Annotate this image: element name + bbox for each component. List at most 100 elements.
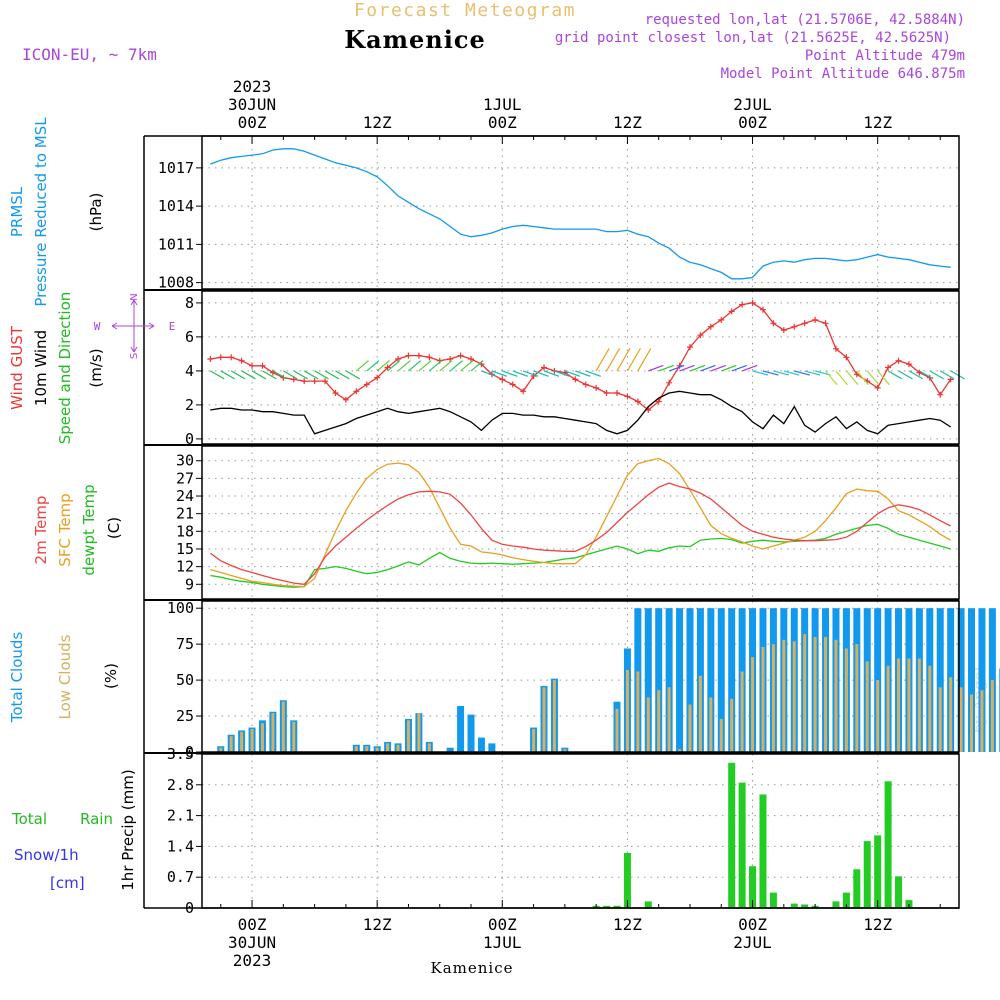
rain-bar [749, 866, 757, 908]
gust-marker [322, 378, 329, 385]
gust-marker [582, 381, 589, 388]
wind-direction-arrow [616, 348, 631, 372]
model-name: ICON-EU, ~ 7km [22, 45, 157, 64]
y-tick-label: 50 [176, 671, 194, 689]
top-tick-label: 00Z [488, 113, 517, 132]
temp-label: 2m Temp [32, 496, 50, 565]
y-tick-label: 1011 [158, 235, 194, 253]
wind-direction-arrow [335, 370, 350, 380]
low-cloud-bar [563, 749, 567, 752]
low-cloud-bar [417, 713, 421, 752]
wind-direction-arrow [887, 370, 903, 380]
gust-marker [613, 390, 620, 396]
low-cloud-bar [844, 648, 848, 752]
rain-bar [623, 853, 631, 908]
wind-direction-arrow [303, 370, 319, 380]
bottom-day2-label: 1JUL [483, 933, 522, 952]
wind-direction-arrow [491, 370, 508, 377]
gust-marker [395, 356, 402, 362]
low-cloud-bar [709, 697, 713, 752]
wind-direction-arrow [606, 348, 621, 372]
rain-bar [884, 781, 892, 908]
low-cloud-bar [761, 647, 765, 752]
total-cloud-bar [978, 608, 986, 752]
y-tick-label: 6 [185, 328, 194, 346]
low-cloud-bar [615, 708, 619, 752]
y-tick-label: 15 [176, 540, 194, 558]
bottom-tick-label: 12Z [863, 915, 892, 934]
low-cloud-bar [532, 728, 536, 752]
gust-marker [520, 388, 527, 395]
gust-marker [499, 376, 506, 383]
wind-direction-arrow [470, 360, 484, 372]
low-cloud-bar [365, 746, 369, 752]
low-cloud-bar [427, 743, 431, 752]
temp-2m-line [209, 482, 951, 585]
requested-coords: requested lon,lat (21.5706E, 42.5884N) [645, 12, 965, 28]
gust-marker [655, 398, 662, 405]
y-tick-label: 2 [185, 396, 194, 414]
wind-direction-arrow [794, 370, 810, 376]
gust-marker [228, 354, 235, 361]
snow-unit-label: [cm] [50, 874, 85, 892]
gust-marker [509, 381, 516, 388]
low-cloud-bar [688, 704, 692, 752]
rain-bar [895, 876, 903, 908]
total-cloud-bar [665, 608, 673, 752]
gust-marker [749, 299, 756, 306]
wind-dir-label: Speed and Direction [56, 292, 74, 445]
total-cloud-bar [957, 608, 965, 752]
gust-marker [249, 362, 256, 369]
gust-marker [238, 357, 245, 364]
wind-direction-arrow [220, 370, 235, 380]
wind-direction-arrow [648, 364, 664, 372]
total-cloud-bar [467, 714, 475, 752]
y-tick-label: 21 [176, 505, 194, 523]
wind-direction-arrow [449, 360, 463, 372]
low-cloud-bar [771, 644, 775, 752]
wind-direction-arrow [835, 370, 848, 386]
wind-direction-arrow [502, 370, 518, 377]
wind-direction-arrow [241, 370, 256, 380]
y-tick-label: 12 [176, 558, 194, 576]
top-day1-label: 30JUN [228, 95, 276, 114]
wind-direction-arrow [585, 370, 601, 377]
rain-bar [863, 841, 871, 908]
sfc-temp-label: SFC Temp [56, 493, 74, 566]
bottom-tick-label: 00Z [738, 915, 767, 934]
gust-marker [415, 352, 422, 359]
rain-bar [613, 905, 621, 908]
bottom-day1-label: 30JUN [228, 933, 276, 952]
compass-horizontal-arrow [111, 322, 155, 330]
total-cloud-bar [707, 608, 715, 752]
wind-direction-arrow [293, 370, 308, 380]
low-cloud-bar [792, 641, 796, 752]
footer-station: Kamenice [431, 959, 514, 977]
rain-bar [801, 904, 809, 908]
precip-unit: 1hr Precip (mm) [119, 769, 137, 890]
y-tick-label: 24 [176, 487, 194, 505]
gust-marker [405, 352, 412, 359]
rain-bar [603, 905, 611, 908]
gust-marker [457, 352, 464, 359]
wind-direction-arrow [679, 364, 695, 372]
pressure-label-2: Pressure Reduced to MSL [32, 117, 50, 307]
rain-label-total: Total [11, 810, 47, 828]
wind-direction-arrow [710, 364, 727, 372]
pressure-line [210, 148, 951, 280]
wind-direction-arrow [825, 370, 838, 386]
low-cloud-bar [406, 720, 410, 752]
wind-direction-arrow [773, 370, 790, 376]
wind-direction-arrow [262, 370, 277, 380]
wind-direction-arrow [637, 348, 652, 372]
top-year-label: 2023 [233, 77, 272, 96]
gust-marker [832, 345, 839, 352]
temp-unit: (C) [105, 517, 123, 539]
gust-marker [937, 391, 944, 398]
wind-direction-arrow [554, 370, 570, 377]
low-cloud-bar [990, 680, 994, 752]
total-cloud-bar [968, 608, 976, 752]
gust-marker [332, 390, 339, 396]
y-tick-label: 1008 [158, 274, 194, 292]
compass-vertical-arrow [130, 299, 138, 353]
